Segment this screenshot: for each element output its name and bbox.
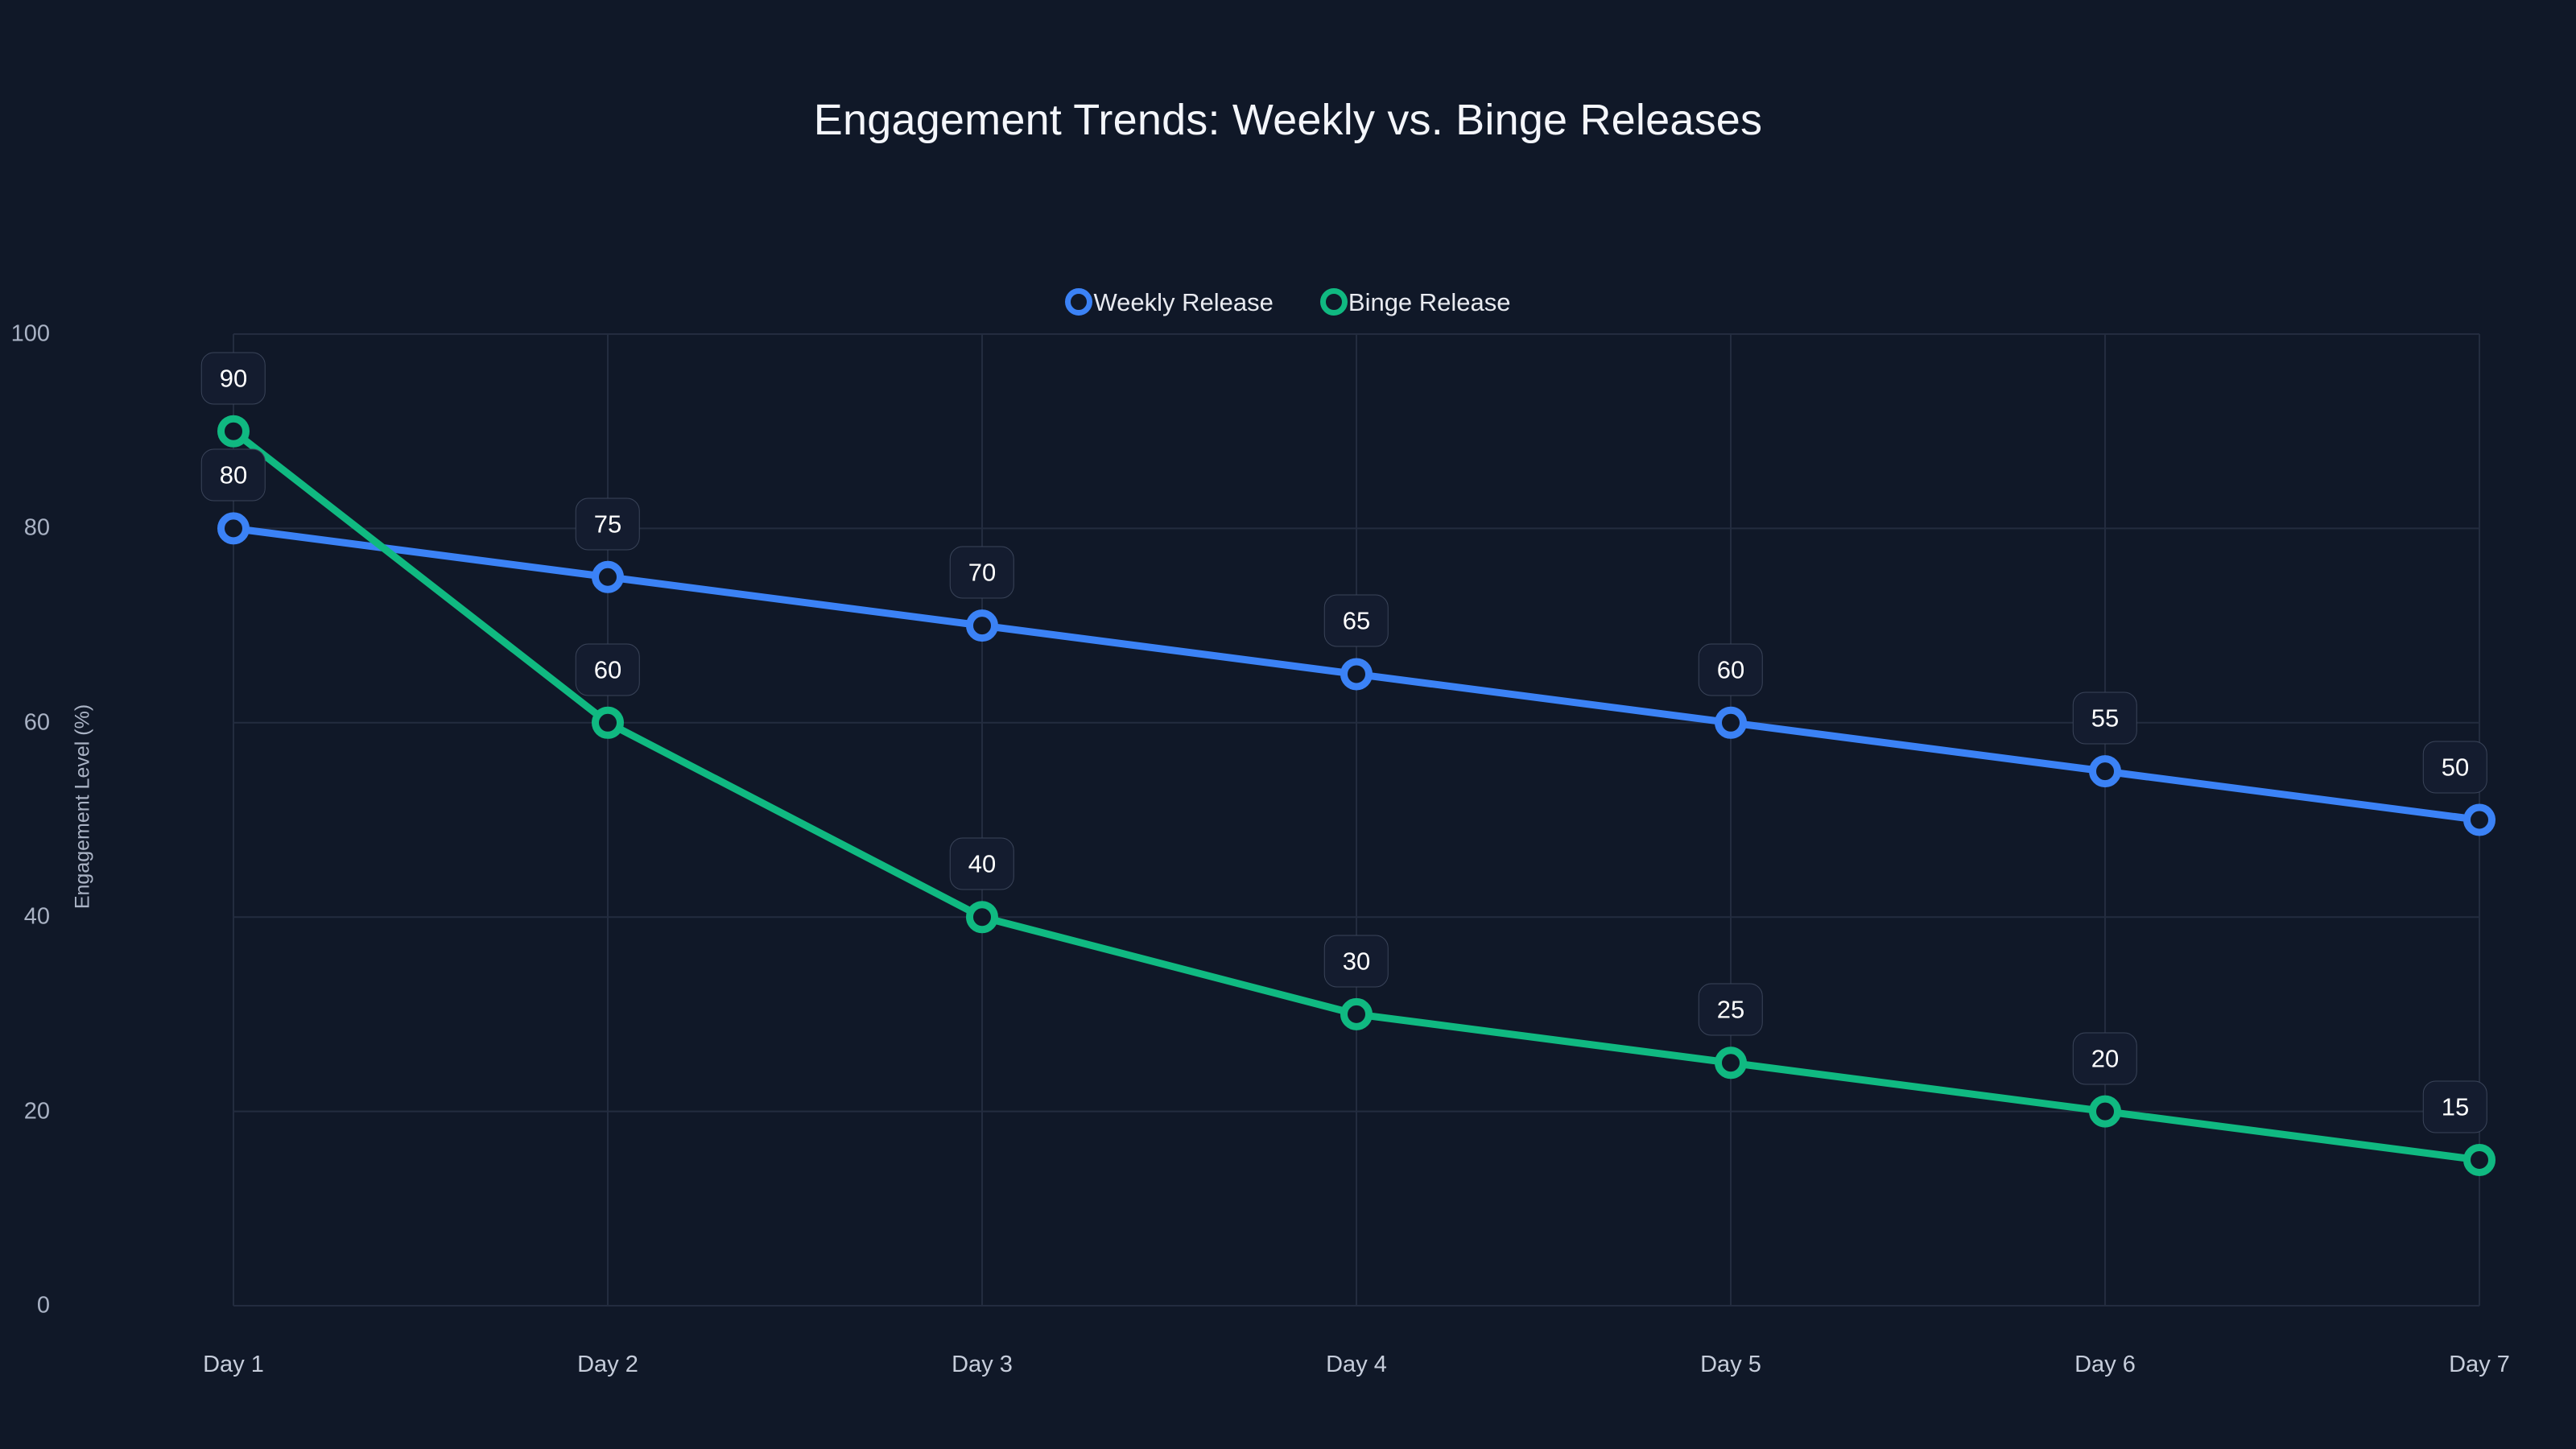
data-point-label: 80	[200, 448, 266, 502]
data-point-label: 60	[575, 643, 641, 696]
data-point-label: 90	[200, 352, 266, 405]
data-point-label: 55	[2072, 691, 2138, 745]
x-tick-label: Day 6	[2074, 1352, 2136, 1377]
x-tick-label: Day 7	[2449, 1352, 2510, 1377]
y-tick-label: 60	[23, 709, 50, 736]
x-tick-label: Day 2	[577, 1352, 638, 1377]
x-tick-label: Day 3	[952, 1352, 1013, 1377]
x-tick-label: Day 4	[1326, 1352, 1387, 1377]
y-tick-label: 20	[23, 1098, 50, 1125]
y-tick-label: 100	[10, 320, 50, 347]
data-point-label: 15	[2422, 1080, 2488, 1133]
data-point-label: 60	[1698, 643, 1764, 696]
x-tick-label: Day 5	[1700, 1352, 1761, 1377]
y-tick-label: 80	[23, 514, 50, 541]
y-tick-label: 0	[36, 1292, 50, 1319]
data-point-label: 50	[2422, 741, 2488, 793]
data-point-label: 65	[1323, 594, 1389, 647]
data-point-label: 30	[1323, 935, 1389, 988]
series-markers	[217, 415, 2496, 1176]
chart-title: Engagement Trends: Weekly vs. Binge Rele…	[813, 96, 1763, 144]
data-point-label: 70	[949, 546, 1015, 599]
data-point-label: 25	[1698, 983, 1764, 1036]
data-point-label: 20	[2072, 1032, 2138, 1085]
x-tick-label: Day 1	[203, 1352, 264, 1377]
grid-lines	[233, 333, 2480, 1307]
data-point-label: 75	[575, 497, 641, 551]
data-point-label: 40	[949, 837, 1015, 890]
y-tick-label: 40	[23, 903, 50, 930]
